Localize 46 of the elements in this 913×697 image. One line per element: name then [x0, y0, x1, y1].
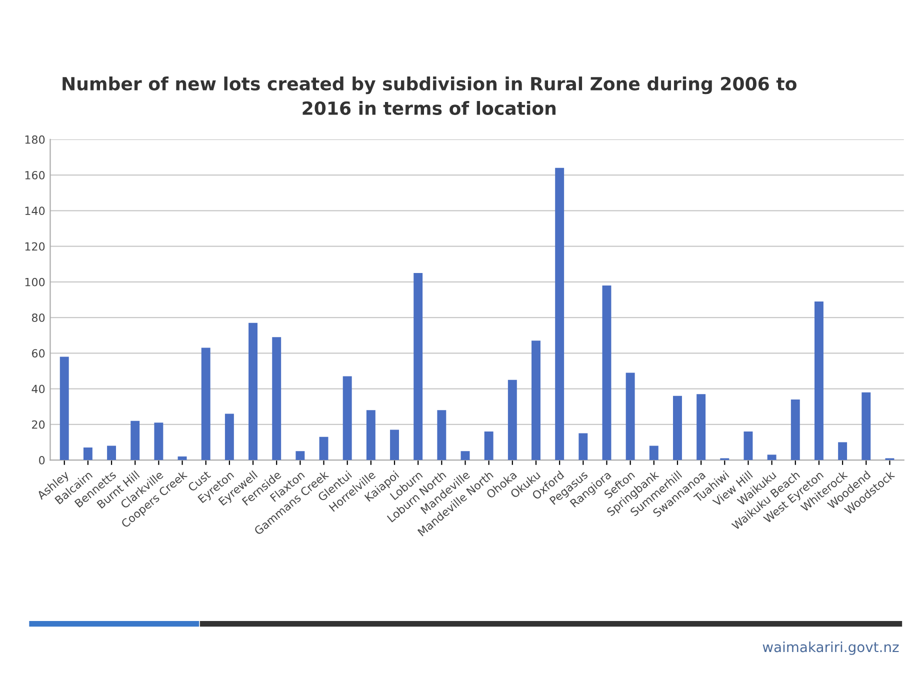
- bar: [862, 392, 871, 460]
- bar: [767, 454, 776, 460]
- y-tick-label: 60: [32, 349, 45, 358]
- bar: [154, 422, 164, 460]
- y-tick-label: 120: [25, 242, 45, 251]
- chart-title: Number of new lots created by subdivision in Rural Zone during 2006 to 2016 in terms of location: [62, 76, 796, 115]
- bar: [201, 348, 210, 460]
- bar: [626, 372, 635, 460]
- bar: [555, 168, 564, 460]
- bar: [296, 451, 305, 460]
- bar: [790, 399, 800, 460]
- bar: [437, 410, 446, 460]
- bar: [508, 380, 517, 460]
- bar: [673, 396, 682, 460]
- bar: [366, 410, 376, 460]
- bar: [460, 451, 470, 460]
- bar: [390, 430, 399, 460]
- y-tick-label: 80: [32, 313, 45, 322]
- y-tick-label: 0: [39, 456, 45, 464]
- bar: [696, 394, 706, 460]
- y-tick-label: 20: [32, 420, 45, 429]
- bar: [107, 446, 116, 460]
- bar: [83, 448, 92, 460]
- bar: [224, 414, 234, 460]
- bar: [248, 322, 258, 460]
- bar: [414, 272, 423, 460]
- y-tick-label: 40: [32, 384, 45, 394]
- bar: [60, 356, 69, 460]
- bar: [178, 456, 187, 460]
- bar: [272, 337, 282, 460]
- bar: [814, 301, 824, 460]
- bar: [319, 436, 328, 460]
- bar: [342, 376, 352, 460]
- bar: [838, 442, 848, 460]
- y-tick-label: 100: [25, 278, 45, 286]
- bar: [532, 340, 540, 460]
- bar: [130, 420, 140, 460]
- bar: [484, 432, 494, 460]
- bar: [578, 433, 588, 460]
- bar: [649, 446, 658, 460]
- y-tick-label: 180: [25, 135, 45, 144]
- bar: [744, 432, 753, 460]
- text: waimakariri.govt.nz: [762, 641, 899, 655]
- y-tick-label: 140: [25, 206, 45, 216]
- y-tick-label: 160: [25, 171, 45, 180]
- bar: [602, 285, 612, 460]
